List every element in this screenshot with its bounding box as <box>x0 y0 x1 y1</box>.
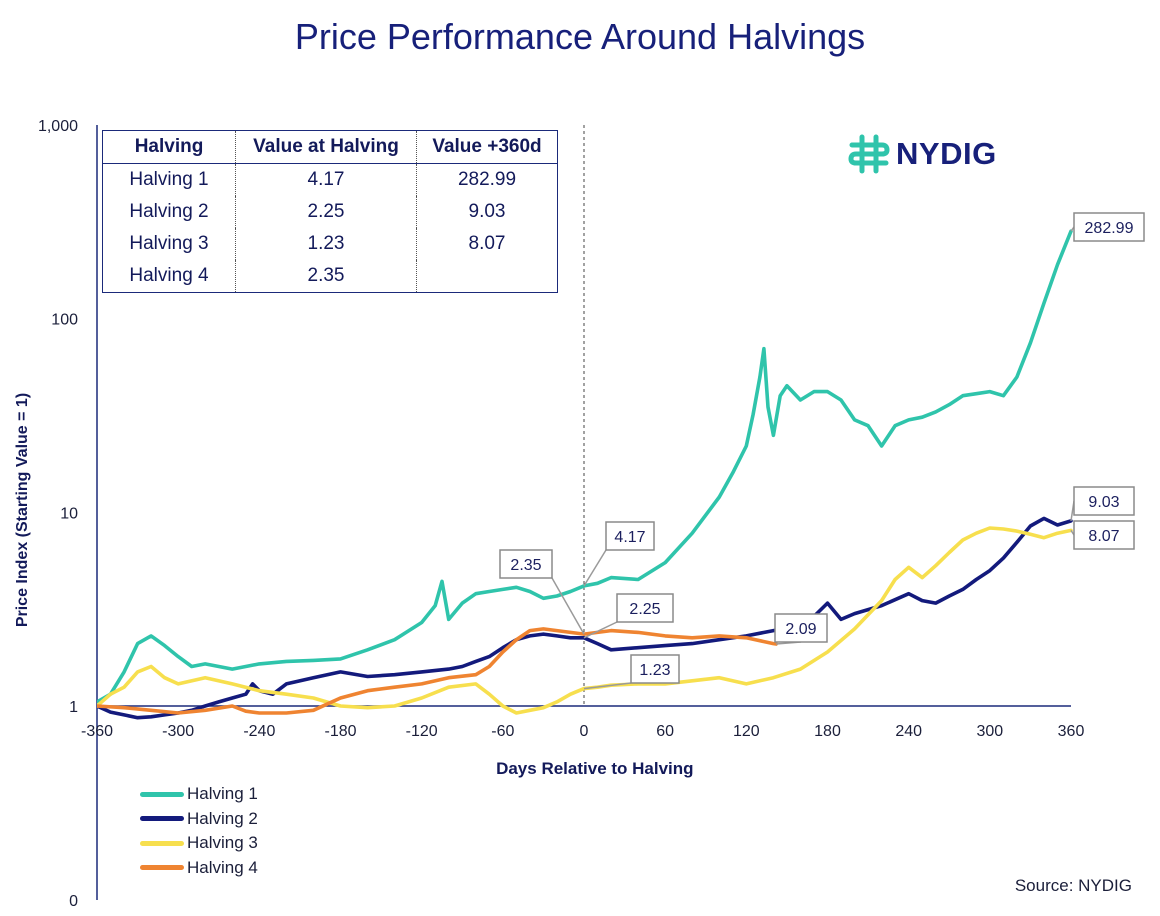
legend-item-halving-1: Halving 1 <box>140 782 258 807</box>
callout-box <box>616 593 674 623</box>
x-tick-label: 300 <box>976 723 1003 740</box>
callout-leader <box>551 577 585 635</box>
legend-item-halving-4: Halving 4 <box>140 856 258 881</box>
chart-legend: Halving 1 Halving 2 Halving 3 Halving 4 <box>140 782 258 880</box>
series-line-halving-2 <box>97 516 1073 720</box>
callout-leader <box>583 682 632 690</box>
legend-item-halving-3: Halving 3 <box>140 831 258 856</box>
x-tick-label: -240 <box>243 723 275 740</box>
chart-title: Price Performance Around Halvings <box>294 16 866 57</box>
series-line-halving-1 <box>97 229 1073 704</box>
halving-summary-table: Halving Value at Halving Value +360d Hal… <box>102 130 558 293</box>
x-tick-label: -300 <box>162 723 194 740</box>
nydig-logo-icon <box>848 134 890 174</box>
nydig-logo: NYDIG <box>848 134 997 174</box>
callout-label: 2.09 <box>785 621 816 638</box>
callout-box <box>1073 212 1145 242</box>
x-tick-label: -120 <box>406 723 438 740</box>
table-cell: Halving 4 <box>129 265 209 286</box>
callout-halving-4: 2.35 <box>499 549 585 635</box>
table-cell: Halving 1 <box>129 169 209 190</box>
callout-halving-2: 2.25 <box>583 593 674 639</box>
table-row: Halving 1 4.17 282.99 <box>103 163 558 196</box>
callout-label: 1.23 <box>639 662 670 679</box>
y-tick-label: 10 <box>60 505 78 522</box>
table-cell: Halving 3 <box>129 233 209 254</box>
table-cell: 282.99 <box>416 163 558 196</box>
callout-label: 2.35 <box>510 557 541 574</box>
y-axis-title: Price Index (Starting Value = 1) <box>14 393 31 627</box>
legend-label: Halving 1 <box>187 784 258 804</box>
legend-label: Halving 4 <box>187 857 258 877</box>
callout-box <box>1073 486 1135 516</box>
table-cell <box>416 260 558 293</box>
callout-box <box>499 549 553 579</box>
table-cell: 2.35 <box>235 260 417 293</box>
legend-swatch <box>140 791 184 797</box>
callout-halving-1: 4.17 <box>583 521 655 587</box>
x-tick-label: 60 <box>656 723 674 740</box>
x-tick-label: 240 <box>895 723 922 740</box>
table-row: Halving 2 2.25 9.03 <box>103 196 558 228</box>
callout-label: 282.99 <box>1085 220 1134 237</box>
table-header-row: Halving Value at Halving Value +360d <box>102 130 558 164</box>
legend-swatch <box>140 865 184 871</box>
x-tick-label: 120 <box>733 723 760 740</box>
table-header-halving: Halving <box>102 130 236 164</box>
table-cell: 4.17 <box>235 163 417 196</box>
callout-box <box>630 654 680 684</box>
table-row: Halving 4 2.35 <box>103 260 558 293</box>
x-axis-title: Days Relative to Halving <box>496 759 693 778</box>
callout-halving-2: 9.03 <box>1070 486 1135 522</box>
x-tick-label: 180 <box>814 723 841 740</box>
table-cell: 1.23 <box>235 228 417 260</box>
y-tick-label: 1,000 <box>38 118 78 135</box>
x-tick-label: -60 <box>491 723 514 740</box>
callout-box <box>1073 520 1135 550</box>
x-tick-label: 0 <box>580 723 589 740</box>
y-tick-label: 0 <box>69 893 78 910</box>
legend-swatch <box>140 816 184 822</box>
nydig-logo-text: NYDIG <box>896 136 997 171</box>
callout-box <box>774 613 828 643</box>
callout-halving-3: 8.07 <box>1070 520 1135 550</box>
table-cell: 9.03 <box>416 196 558 228</box>
series-line-halving-4 <box>97 627 778 715</box>
callout-halving-3: 1.23 <box>583 654 680 690</box>
table-header-value-at-halving: Value at Halving <box>235 130 417 164</box>
y-tick-label: 1 <box>69 699 78 716</box>
table-header-value-plus-360d: Value +360d <box>416 130 558 164</box>
callout-halving-4: 2.09 <box>774 613 828 645</box>
table-cell: Halving 2 <box>129 201 209 222</box>
source-note: Source: NYDIG <box>1014 876 1132 895</box>
x-tick-label: -360 <box>81 723 113 740</box>
x-tick-label: -180 <box>324 723 356 740</box>
table-row: Halving 3 1.23 8.07 <box>103 228 558 260</box>
callout-label: 2.25 <box>629 601 660 618</box>
callout-box <box>605 521 655 551</box>
legend-label: Halving 2 <box>187 808 258 828</box>
callout-label: 8.07 <box>1088 528 1119 545</box>
legend-item-halving-2: Halving 2 <box>140 807 258 832</box>
table-cell: 2.25 <box>235 196 417 228</box>
legend-label: Halving 3 <box>187 833 258 853</box>
callout-label: 9.03 <box>1088 494 1119 511</box>
callout-label: 4.17 <box>614 529 645 546</box>
callout-halving-1: 282.99 <box>1070 212 1145 242</box>
callout-leader <box>583 621 618 639</box>
callout-leader <box>583 549 607 587</box>
table-cell: 8.07 <box>416 228 558 260</box>
legend-swatch <box>140 840 184 846</box>
x-tick-label: 360 <box>1058 723 1085 740</box>
y-tick-label: 100 <box>51 312 78 329</box>
